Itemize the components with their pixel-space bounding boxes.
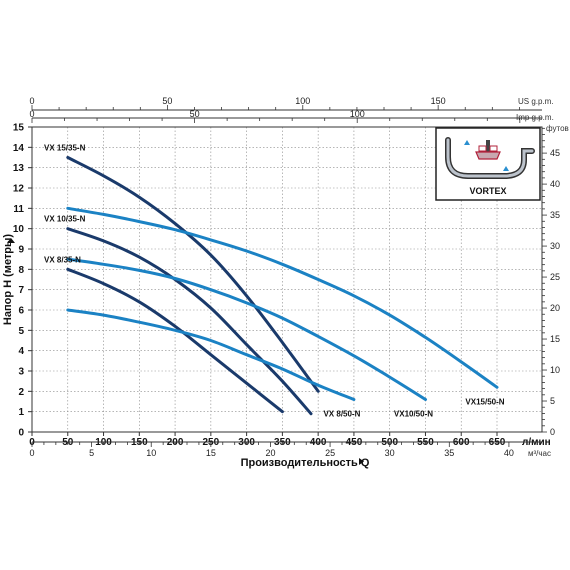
us-gpm-tick-label: 150 xyxy=(431,96,446,106)
m3h-tick-label: 0 xyxy=(29,448,34,458)
y-tick-label: 0 xyxy=(18,428,24,439)
series-line xyxy=(66,156,320,393)
series-label: VX 15/35-N xyxy=(44,144,86,153)
y-tick-label: 3 xyxy=(18,367,24,378)
impeller-icon xyxy=(475,140,501,160)
series-line xyxy=(66,267,284,414)
performance-curves xyxy=(66,156,499,416)
m3h-tick-label: 30 xyxy=(385,448,395,458)
plot-frame xyxy=(31,126,543,433)
us-gpm-tick-label: 0 xyxy=(29,96,34,106)
x-axis-arrow-icon xyxy=(359,458,364,465)
m3h-tick-label: 5 xyxy=(89,448,94,458)
y-tick-label: 11 xyxy=(13,204,24,215)
feet-tick-label: 40 xyxy=(550,179,560,189)
y-tick-label: 4 xyxy=(18,346,24,357)
m3h-tick-label: 10 xyxy=(146,448,156,458)
y-tick-label: 12 xyxy=(13,184,25,195)
chart-axes: 0123456789101112131415050100150200250300… xyxy=(2,123,569,470)
top-flow-axes: 0 50 100 150 US g.p.m. 0 50 100 Imp g.p.m. xyxy=(29,96,554,123)
series-label: VX10/50-N xyxy=(394,409,433,418)
y-tick-label: 2 xyxy=(18,387,24,398)
feet-tick-label: 0 xyxy=(550,427,555,437)
curve-labels: VX 15/35-N VX 10/35-N VX 8/35-N VX 8/50-N VX… xyxy=(44,144,505,419)
y-tick-label: 5 xyxy=(18,326,24,337)
y-tick-label: 9 xyxy=(18,245,24,256)
series-label: VX 8/50-N xyxy=(323,409,360,418)
series-label: VX15/50-N xyxy=(465,397,504,406)
y-axis-title: Напор H (метры) xyxy=(2,234,14,325)
y-tick-label: 15 xyxy=(13,123,25,134)
feet-tick-label: 20 xyxy=(550,303,560,313)
vortex-legend-box: VORTEX xyxy=(435,127,541,201)
flow-out-arrow-icon xyxy=(503,166,509,171)
x-axis-title: Производительность Q xyxy=(241,457,370,469)
feet-tick-label: 45 xyxy=(550,148,560,158)
imp-gpm-tick-label: 0 xyxy=(29,109,34,119)
feet-tick-label: 25 xyxy=(550,272,560,282)
series-label: VX 10/35-N xyxy=(44,215,86,224)
feet-tick-label: 5 xyxy=(550,396,555,406)
m3h-tick-label: 35 xyxy=(444,448,454,458)
us-gpm-tick-label: 50 xyxy=(162,96,172,106)
flow-in-arrow-icon xyxy=(464,140,470,145)
y-axis-arrow-icon xyxy=(7,238,15,243)
imp-gpm-tick-label: 100 xyxy=(350,109,365,119)
series-line xyxy=(66,257,427,401)
m3h-unit-label: м³/час xyxy=(528,449,551,458)
m3h-tick-label: 15 xyxy=(206,448,216,458)
y-tick-label: 8 xyxy=(18,265,24,276)
m3h-tick-label: 20 xyxy=(265,448,275,458)
y-tick-label: 6 xyxy=(18,306,24,317)
vortex-label: VORTEX xyxy=(469,186,506,196)
feet-tick-label: 30 xyxy=(550,241,560,251)
series-line xyxy=(66,308,356,401)
feet-tick-label: 35 xyxy=(550,210,560,220)
y-tick-label: 10 xyxy=(13,224,25,235)
us-gpm-tick-label: 100 xyxy=(295,96,310,106)
feet-tick-label: 10 xyxy=(550,365,560,375)
us-gpm-unit-label: US g.p.m. xyxy=(518,97,554,106)
m3h-tick-label: 40 xyxy=(504,448,514,458)
m3h-tick-label: 25 xyxy=(325,448,335,458)
y-tick-label: 13 xyxy=(13,163,25,174)
series-label: VX 8/35-N xyxy=(44,255,81,264)
imp-gpm-unit-label: Imp g.p.m. xyxy=(516,113,554,122)
imp-gpm-tick-label: 50 xyxy=(190,109,200,119)
y-tick-label: 14 xyxy=(13,143,25,154)
series-line xyxy=(66,206,499,389)
y-tick-label: 7 xyxy=(18,285,24,296)
series-line xyxy=(66,227,313,416)
feet-unit-label: футов xyxy=(546,124,569,133)
feet-tick-label: 15 xyxy=(550,334,560,344)
y-tick-label: 1 xyxy=(18,407,24,418)
